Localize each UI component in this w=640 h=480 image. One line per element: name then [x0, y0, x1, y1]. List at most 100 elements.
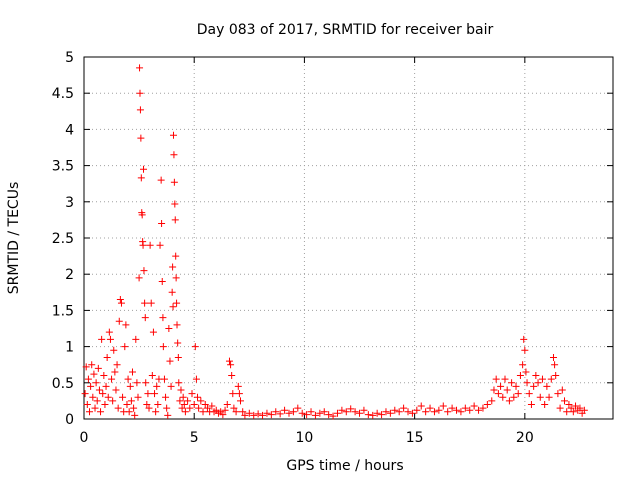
- data-point: [457, 408, 465, 416]
- data-point: [181, 408, 189, 416]
- data-point: [497, 382, 505, 390]
- data-point: [567, 404, 575, 412]
- data-point: [543, 382, 551, 390]
- data-point: [159, 343, 167, 351]
- data-point: [140, 165, 148, 173]
- data-point: [170, 178, 178, 186]
- data-point: [536, 393, 544, 401]
- data-point: [221, 406, 229, 414]
- y-tick-label: 1.5: [52, 303, 74, 319]
- data-point: [378, 411, 386, 419]
- data-point: [184, 397, 192, 405]
- data-point: [444, 408, 452, 416]
- data-point: [563, 408, 571, 416]
- data-point: [81, 390, 89, 398]
- data-point: [158, 220, 166, 228]
- data-point: [417, 402, 425, 410]
- data-point: [382, 408, 390, 416]
- data-point: [82, 363, 90, 371]
- data-point: [576, 404, 584, 412]
- data-point: [157, 176, 165, 184]
- data-point: [521, 346, 529, 354]
- data-point: [166, 357, 174, 365]
- data-point: [160, 375, 168, 383]
- data-point: [499, 393, 507, 401]
- data-point: [123, 401, 131, 409]
- data-point: [408, 409, 416, 417]
- y-axis-label: SRMTID / TECUs: [6, 182, 22, 295]
- data-point: [92, 379, 100, 387]
- data-point: [263, 409, 271, 417]
- data-point: [289, 408, 297, 416]
- y-tick-label: 4: [65, 122, 74, 138]
- data-point: [132, 335, 140, 343]
- data-point: [426, 404, 434, 412]
- data-point: [159, 314, 167, 322]
- data-point: [338, 406, 346, 414]
- data-point: [88, 361, 96, 369]
- data-point: [565, 401, 573, 409]
- data-point: [541, 401, 549, 409]
- chart-title: Day 083 of 2017, SRMTID for receiver bai…: [197, 22, 494, 38]
- data-point: [413, 406, 421, 414]
- data-point: [86, 408, 94, 416]
- data-point: [492, 375, 500, 383]
- data-point: [561, 397, 569, 405]
- data-point: [87, 382, 95, 390]
- x-axis-ticks: 0 5 10 15 20: [80, 57, 534, 446]
- data-point: [139, 241, 147, 249]
- y-tick-label: 1: [65, 340, 74, 356]
- data-point: [400, 404, 408, 412]
- data-point: [171, 200, 179, 208]
- x-tick-label: 20: [516, 430, 534, 446]
- data-point: [103, 353, 111, 361]
- data-point: [194, 393, 202, 401]
- data-point: [307, 408, 315, 416]
- data-point: [259, 411, 267, 419]
- data-point: [342, 408, 350, 416]
- data-point: [143, 401, 151, 409]
- data-point: [386, 409, 394, 417]
- data-point: [501, 375, 509, 383]
- data-point: [267, 411, 275, 419]
- data-point: [197, 397, 205, 405]
- data-point: [141, 299, 149, 307]
- data-point: [470, 402, 478, 410]
- data-point: [364, 411, 372, 419]
- data-point: [95, 386, 103, 394]
- data-point: [177, 386, 185, 394]
- data-point: [99, 390, 107, 398]
- data-point: [422, 408, 430, 416]
- data-point: [152, 408, 160, 416]
- data-point: [108, 375, 116, 383]
- data-point: [356, 409, 364, 417]
- data-point: [311, 411, 319, 419]
- data-point: [373, 409, 381, 417]
- data-point: [250, 411, 258, 419]
- data-point: [90, 370, 98, 378]
- data-point: [173, 321, 181, 329]
- data-point: [545, 393, 553, 401]
- data-point: [508, 379, 516, 387]
- grid-lines: [84, 57, 613, 419]
- data-point: [172, 274, 180, 282]
- data-point: [453, 406, 461, 414]
- data-point: [245, 409, 253, 417]
- data-point: [117, 299, 125, 307]
- data-point: [119, 393, 127, 401]
- data-point: [148, 372, 156, 380]
- data-point: [239, 408, 247, 416]
- data-point: [100, 372, 108, 380]
- data-point: [186, 404, 194, 412]
- data-point: [101, 401, 109, 409]
- data-point: [534, 379, 542, 387]
- y-axis-ticks: 0 0.5 1 1.5 2 2.5 3 3.5 4 4.5 5: [52, 50, 613, 428]
- data-point: [124, 375, 132, 383]
- data-point: [104, 393, 112, 401]
- data-point: [276, 410, 284, 418]
- data-point: [165, 325, 173, 332]
- data-point: [138, 211, 146, 219]
- data-point: [163, 404, 171, 412]
- data-point: [569, 408, 577, 416]
